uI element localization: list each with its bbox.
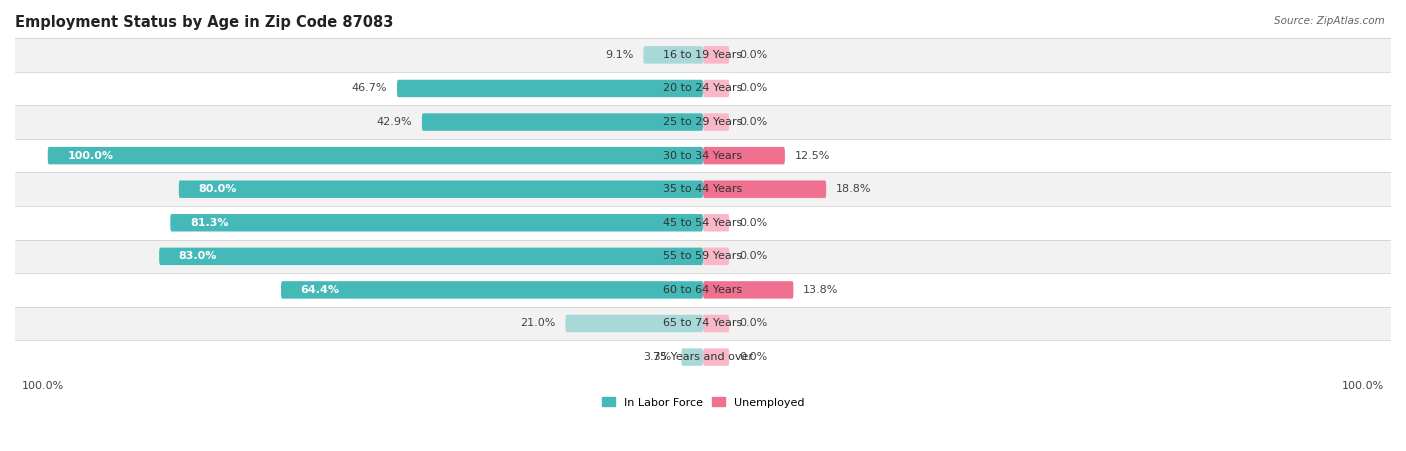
Bar — [15, 206, 1391, 239]
Text: 81.3%: 81.3% — [190, 218, 228, 228]
Text: 75 Years and over: 75 Years and over — [652, 352, 754, 362]
FancyBboxPatch shape — [159, 248, 703, 265]
FancyBboxPatch shape — [170, 214, 703, 231]
Text: 13.8%: 13.8% — [803, 285, 838, 295]
Bar — [15, 105, 1391, 139]
FancyBboxPatch shape — [396, 80, 703, 97]
FancyBboxPatch shape — [703, 113, 730, 131]
Text: 65 to 74 Years: 65 to 74 Years — [664, 318, 742, 328]
FancyBboxPatch shape — [682, 348, 703, 366]
FancyBboxPatch shape — [703, 180, 827, 198]
FancyBboxPatch shape — [281, 281, 703, 299]
Bar — [15, 273, 1391, 307]
Text: 35 to 44 Years: 35 to 44 Years — [664, 184, 742, 194]
FancyBboxPatch shape — [703, 348, 730, 366]
Text: 16 to 19 Years: 16 to 19 Years — [664, 50, 742, 60]
Text: 0.0%: 0.0% — [740, 218, 768, 228]
Bar — [15, 139, 1391, 172]
Text: 83.0%: 83.0% — [179, 251, 217, 261]
Text: Source: ZipAtlas.com: Source: ZipAtlas.com — [1274, 16, 1385, 26]
FancyBboxPatch shape — [48, 147, 703, 164]
Text: 45 to 54 Years: 45 to 54 Years — [664, 218, 742, 228]
Legend: In Labor Force, Unemployed: In Labor Force, Unemployed — [598, 393, 808, 412]
FancyBboxPatch shape — [703, 80, 730, 97]
Text: 3.3%: 3.3% — [644, 352, 672, 362]
Text: 0.0%: 0.0% — [740, 251, 768, 261]
FancyBboxPatch shape — [703, 147, 785, 164]
FancyBboxPatch shape — [644, 46, 703, 64]
Text: 21.0%: 21.0% — [520, 318, 555, 328]
Bar — [15, 239, 1391, 273]
Text: 12.5%: 12.5% — [794, 151, 830, 161]
Text: 0.0%: 0.0% — [740, 352, 768, 362]
Bar — [15, 38, 1391, 72]
Text: 55 to 59 Years: 55 to 59 Years — [664, 251, 742, 261]
Text: 30 to 34 Years: 30 to 34 Years — [664, 151, 742, 161]
Bar — [15, 172, 1391, 206]
Text: 0.0%: 0.0% — [740, 50, 768, 60]
Text: 18.8%: 18.8% — [837, 184, 872, 194]
FancyBboxPatch shape — [703, 281, 793, 299]
Text: 0.0%: 0.0% — [740, 83, 768, 93]
FancyBboxPatch shape — [565, 315, 703, 332]
Text: 46.7%: 46.7% — [352, 83, 387, 93]
Text: 0.0%: 0.0% — [740, 117, 768, 127]
Bar — [15, 72, 1391, 105]
FancyBboxPatch shape — [703, 248, 730, 265]
Text: 64.4%: 64.4% — [301, 285, 340, 295]
FancyBboxPatch shape — [703, 315, 730, 332]
FancyBboxPatch shape — [179, 180, 703, 198]
Text: 42.9%: 42.9% — [377, 117, 412, 127]
Bar — [15, 341, 1391, 374]
Text: 20 to 24 Years: 20 to 24 Years — [664, 83, 742, 93]
Bar — [15, 307, 1391, 341]
FancyBboxPatch shape — [422, 113, 703, 131]
FancyBboxPatch shape — [703, 46, 730, 64]
Text: 100.0%: 100.0% — [21, 381, 63, 391]
Text: 25 to 29 Years: 25 to 29 Years — [664, 117, 742, 127]
Text: 100.0%: 100.0% — [1343, 381, 1385, 391]
Text: 80.0%: 80.0% — [198, 184, 236, 194]
Text: Employment Status by Age in Zip Code 87083: Employment Status by Age in Zip Code 870… — [15, 15, 394, 30]
Text: 0.0%: 0.0% — [740, 318, 768, 328]
Text: 100.0%: 100.0% — [67, 151, 114, 161]
Text: 9.1%: 9.1% — [605, 50, 634, 60]
Text: 60 to 64 Years: 60 to 64 Years — [664, 285, 742, 295]
FancyBboxPatch shape — [703, 214, 730, 231]
